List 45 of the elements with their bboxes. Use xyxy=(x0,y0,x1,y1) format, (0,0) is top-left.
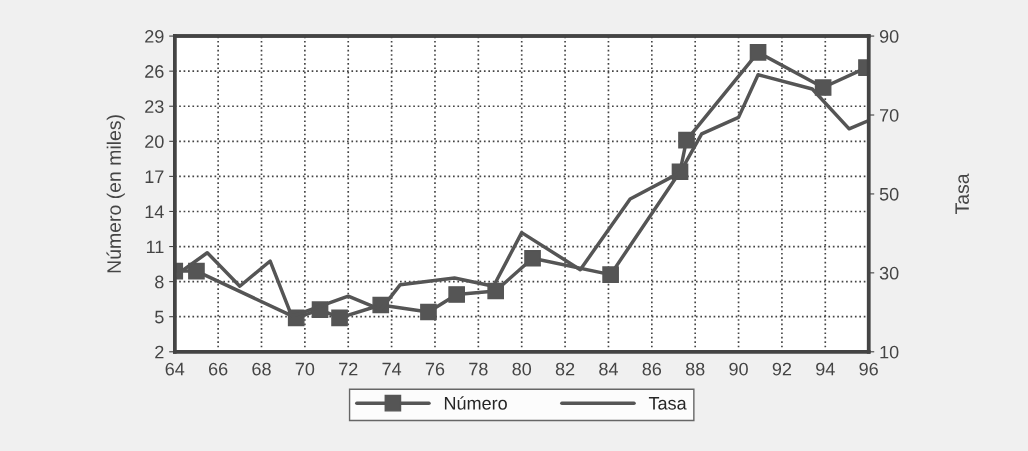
y2-tick-label: 90 xyxy=(879,30,899,43)
x-tick-label: 94 xyxy=(816,362,835,376)
x-tick-label: 66 xyxy=(209,362,228,376)
point xyxy=(420,303,437,321)
y-tick-label: 29 xyxy=(145,30,164,43)
point xyxy=(448,286,465,303)
y2-tick-label: 50 xyxy=(879,187,899,201)
point xyxy=(602,266,619,283)
y2-tick-label: 70 xyxy=(880,108,899,122)
y-tick-label: 8 xyxy=(155,275,164,289)
y-tick-label: 2 xyxy=(155,345,164,359)
x-tick-label: 90 xyxy=(729,362,748,376)
point xyxy=(678,131,695,149)
x-tick-label: 72 xyxy=(339,362,358,376)
point xyxy=(524,249,541,267)
point xyxy=(331,309,348,327)
y-axis-title: Número (en miles) xyxy=(106,115,125,273)
y-tick-label: 14 xyxy=(145,205,164,219)
point xyxy=(749,44,767,61)
y-tick-label: 26 xyxy=(145,65,164,78)
x-tick-label: 76 xyxy=(425,362,445,376)
x-tick-label: 80 xyxy=(512,362,532,376)
y-tick-label: 17 xyxy=(145,170,164,183)
x-tick-label: 74 xyxy=(382,362,402,376)
point xyxy=(188,262,205,280)
legend-label: Número xyxy=(444,396,507,410)
x-tick-label: 96 xyxy=(859,362,878,376)
y-tick-label: 23 xyxy=(145,100,164,113)
x-tick-label: 64 xyxy=(165,362,185,376)
x-tick-label: 82 xyxy=(555,362,575,376)
y2-axis-title: Tasa xyxy=(955,173,969,215)
x-tick-label: 86 xyxy=(642,362,662,376)
x-tick-label: 78 xyxy=(469,362,488,376)
y-tick-label: 5 xyxy=(155,310,164,324)
x-tick-label: 92 xyxy=(772,362,792,376)
point xyxy=(814,79,832,96)
y2-tick-label: 10 xyxy=(880,345,899,359)
x-tick-label: 70 xyxy=(295,362,315,376)
x-tick-label: 88 xyxy=(685,362,705,376)
x-tick-label: 84 xyxy=(599,362,618,376)
y2-tick-label: 30 xyxy=(879,266,899,280)
y-tick-label: 20 xyxy=(145,135,164,149)
y-tick-label: 11 xyxy=(146,240,164,254)
legend-label: Tasa xyxy=(648,397,687,410)
x-tick-label: 68 xyxy=(252,362,271,376)
